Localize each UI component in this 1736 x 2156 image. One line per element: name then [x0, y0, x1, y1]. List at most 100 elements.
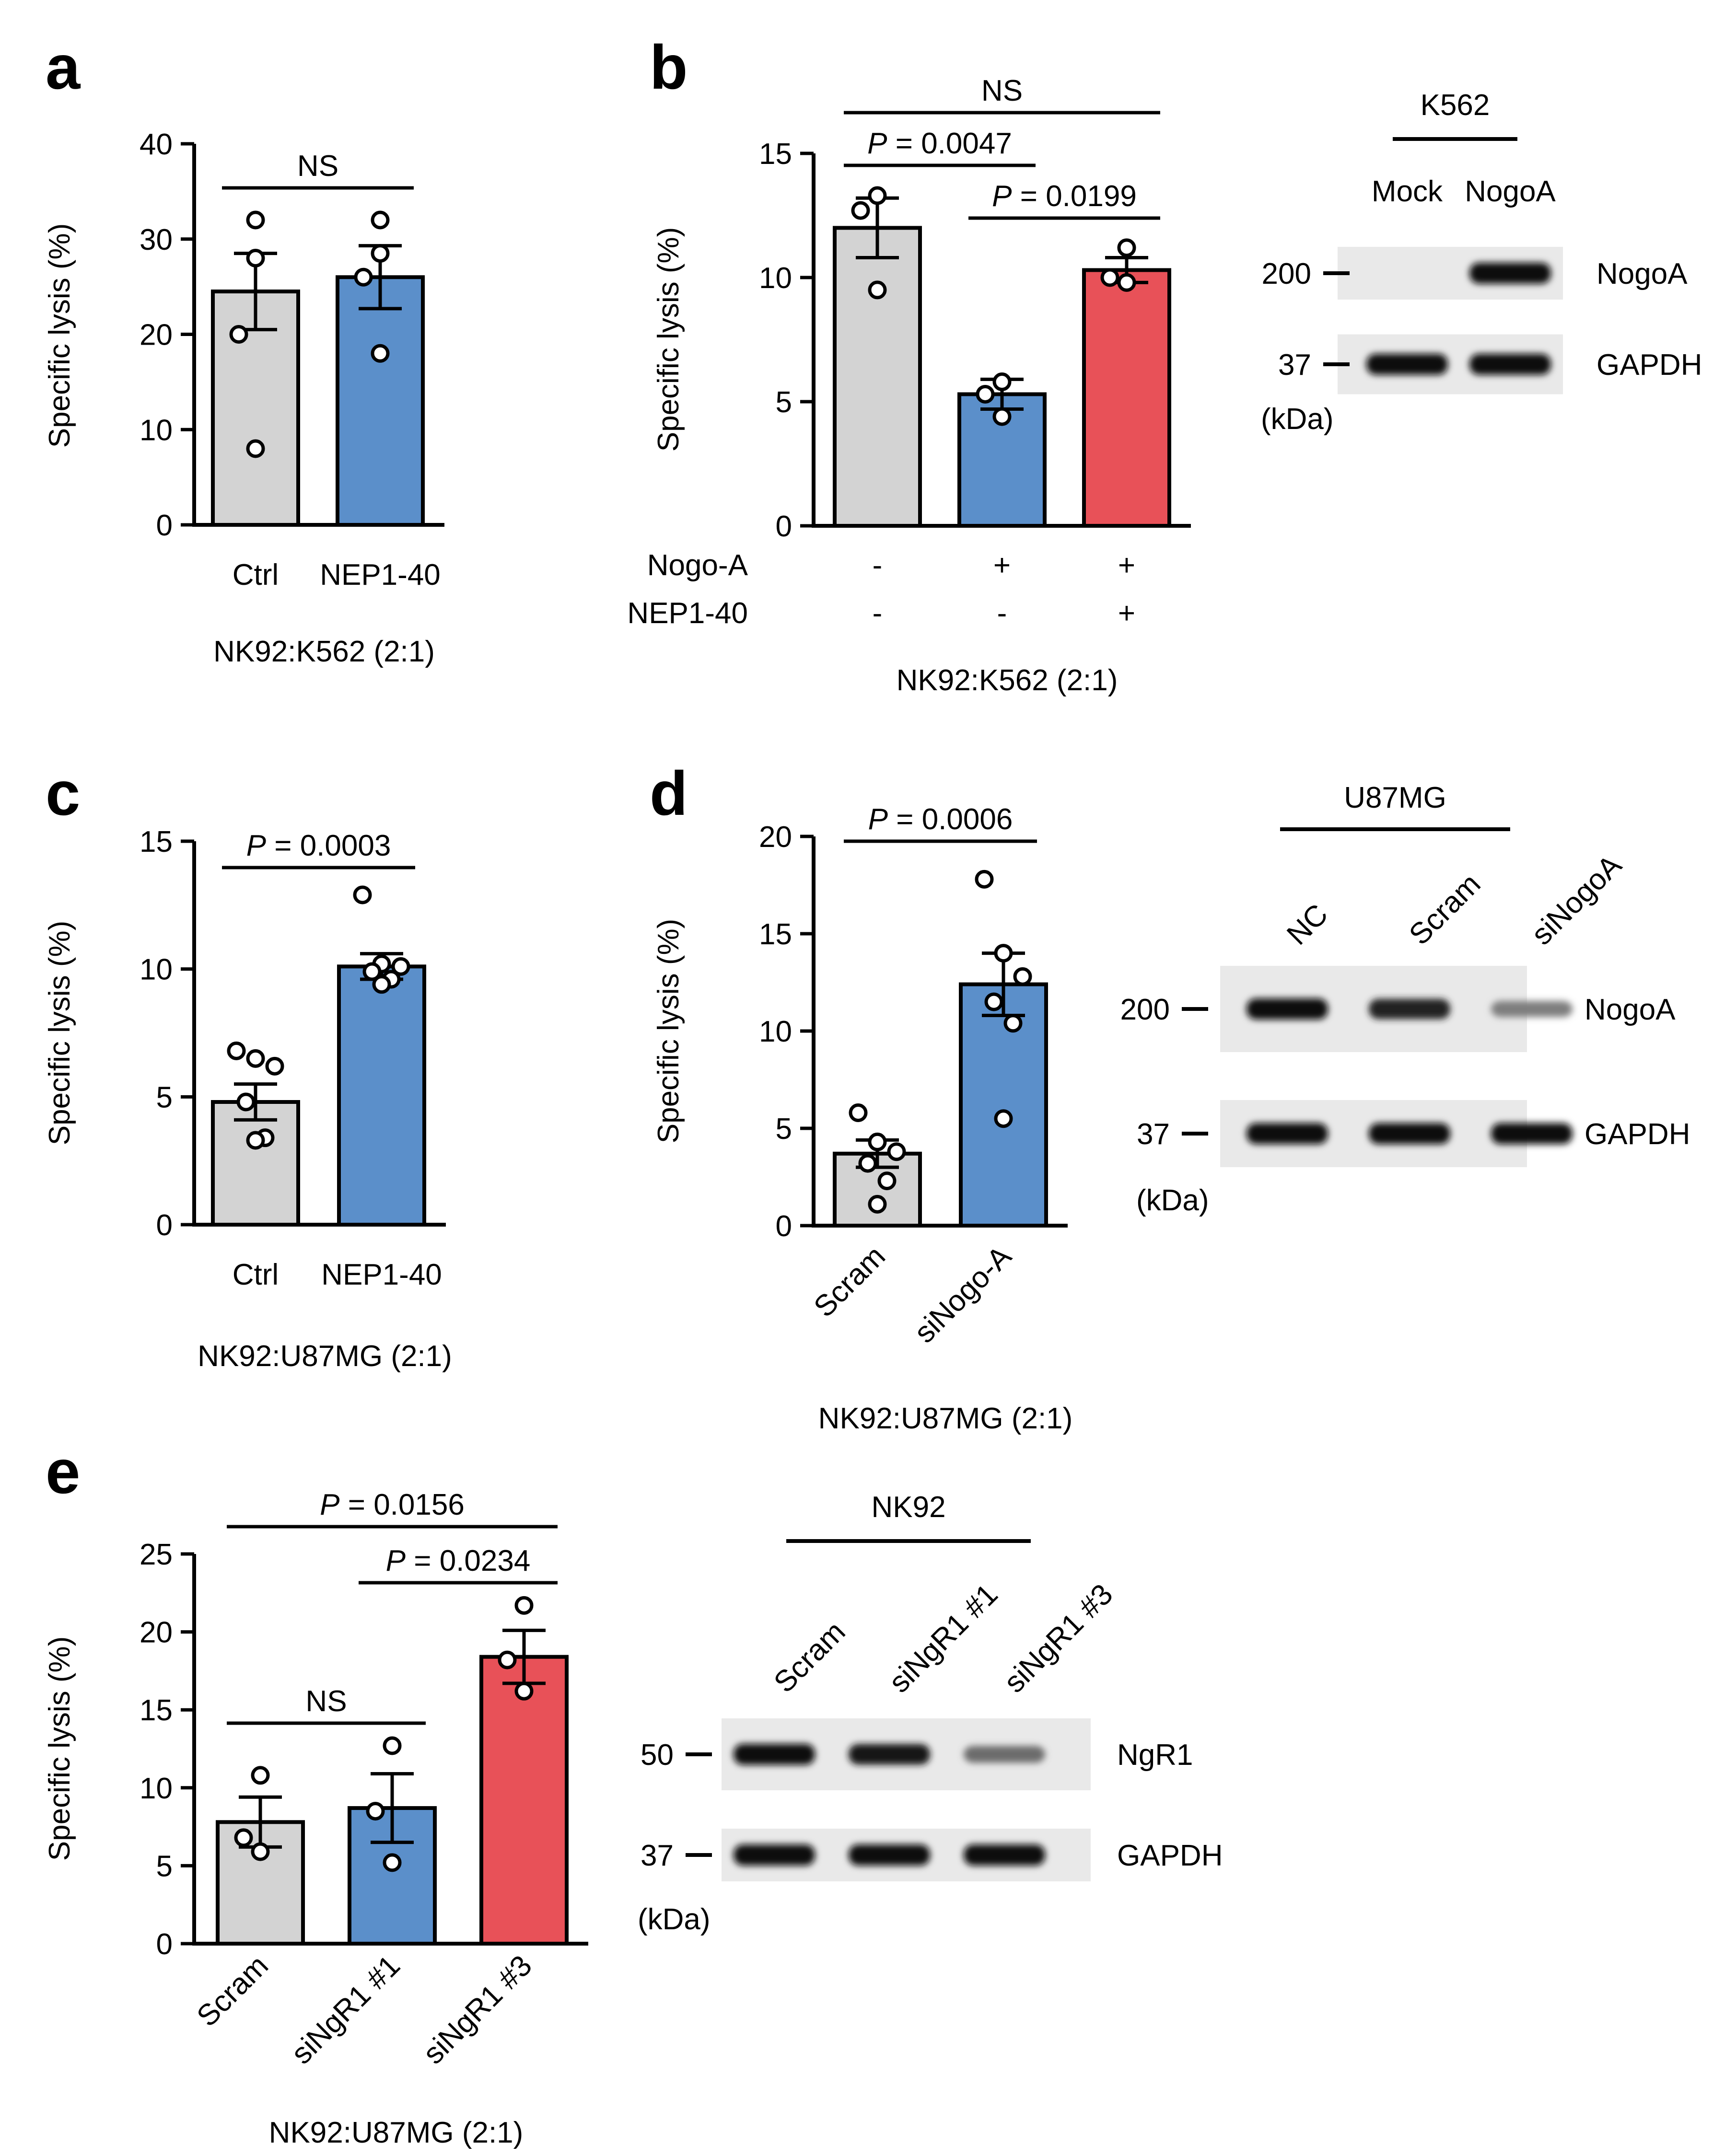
blot-band-d-1-2: [1491, 1123, 1573, 1144]
data-point-a-1-2: [371, 344, 390, 363]
data-point-c-0-3: [236, 1092, 256, 1112]
y-tick-label-a-2: 20: [140, 319, 173, 352]
data-point-d-1-1: [994, 944, 1013, 963]
y-tick-label-d-1: 5: [776, 1113, 792, 1146]
condition-sign-b-0-2: +: [1118, 549, 1135, 582]
blot-band-e-1-1: [849, 1844, 930, 1866]
x-axis-title-b: NK92:K562 (2:1): [897, 664, 1118, 697]
bar-e-1: [348, 1806, 437, 1946]
data-point-b-0-1: [851, 201, 870, 220]
blot-marker-d-1: 37: [1137, 1118, 1170, 1151]
x-tick-label-e-0: Scram: [190, 1949, 274, 2033]
y-tick-label-d-0: 0: [776, 1210, 792, 1243]
x-tick-label-a-0: Ctrl: [233, 558, 279, 591]
blot-protein-label-b-1: GAPDH: [1596, 348, 1702, 382]
condition-sign-b-1-1: -: [997, 597, 1007, 630]
data-point-b-0-2: [868, 280, 887, 300]
comparison-label-b-0: NS: [981, 74, 1023, 107]
data-point-c-0-0: [227, 1041, 246, 1060]
x-tick-label-c-0: Ctrl: [233, 1258, 279, 1291]
data-point-a-1-0: [371, 210, 390, 230]
blot-band-e-0-1: [849, 1744, 930, 1765]
data-point-c-0-5: [246, 1131, 265, 1150]
y-axis-label-e: Specific lysis (%): [43, 1636, 76, 1861]
panel-label-d: d: [650, 758, 687, 828]
y-tick-label-a-3: 30: [140, 223, 173, 256]
comparison-label-c-0: P = 0.0003: [246, 829, 391, 862]
x-axis-title-d: NK92:U87MG (2:1): [818, 1402, 1073, 1435]
data-point-d-1-2: [1013, 967, 1032, 986]
y-tick-label-b-3: 15: [759, 138, 792, 171]
comparison-label-e-2: NS: [305, 1685, 347, 1718]
blot-band-d-0-2: [1491, 1001, 1573, 1017]
blot-lane-label-b-0: Mock: [1372, 175, 1443, 208]
blot-marker-e-0: 50: [641, 1739, 674, 1772]
x-axis-title-c: NK92:U87MG (2:1): [198, 1340, 452, 1373]
x-axis-title-a: NK92:K562 (2:1): [213, 635, 435, 668]
y-tick-label-e-2: 10: [140, 1772, 173, 1805]
comparison-label-b-2: P = 0.0199: [992, 180, 1137, 213]
y-tick-label-d-2: 10: [759, 1015, 792, 1048]
data-point-d-1-5: [994, 1109, 1013, 1128]
data-point-b-1-1: [976, 384, 995, 404]
blot-protein-label-d-1: GAPDH: [1585, 1118, 1690, 1151]
x-tick-label-d-0: Scram: [807, 1240, 891, 1323]
condition-sign-b-0-1: +: [993, 549, 1011, 582]
panel-label-c: c: [46, 758, 80, 828]
bar-b-0: [833, 226, 922, 528]
data-point-d-0-5: [868, 1194, 887, 1214]
y-tick-label-b-2: 10: [759, 262, 792, 295]
y-tick-label-e-5: 25: [140, 1538, 173, 1571]
blot-lane-label-e-1: siNgR1 #1: [883, 1577, 1004, 1699]
data-point-d-0-3: [858, 1154, 877, 1173]
blot-protein-label-e-0: NgR1: [1117, 1739, 1193, 1772]
y-tick-label-d-4: 20: [759, 821, 792, 854]
blot-lane-label-b-1: NogoA: [1465, 175, 1556, 208]
comparison-label-e-0: P = 0.0156: [320, 1488, 465, 1521]
bar-c-1: [337, 964, 426, 1227]
blot-band-b-0-1: [1469, 263, 1551, 284]
data-point-c-0-1: [246, 1049, 265, 1068]
data-point-d-0-4: [877, 1171, 897, 1191]
data-point-b-2-0: [1117, 238, 1136, 257]
y-tick-label-c-1: 5: [156, 1081, 173, 1114]
y-axis-label-a: Specific lysis (%): [43, 223, 76, 448]
y-tick-label-c-0: 0: [156, 1209, 173, 1242]
comparison-label-b-1: P = 0.0047: [867, 127, 1012, 160]
blot-lane-label-d-0: NC: [1281, 898, 1334, 951]
y-tick-label-d-3: 15: [759, 918, 792, 951]
y-tick-label-c-2: 10: [140, 953, 173, 986]
panel-label-b: b: [650, 32, 687, 102]
data-point-e-2-0: [514, 1596, 534, 1615]
data-point-e-1-0: [383, 1736, 402, 1755]
blot-protein-label-d-0: NogoA: [1585, 993, 1676, 1026]
blot-cell-line-d: U87MG: [1344, 781, 1446, 814]
blot-protein-label-e-1: GAPDH: [1117, 1839, 1223, 1872]
y-tick-label-b-1: 5: [776, 386, 792, 419]
data-point-d-0-2: [887, 1142, 906, 1161]
x-tick-label-a-1: NEP1-40: [320, 558, 441, 591]
data-point-a-1-3: [371, 244, 390, 263]
condition-label-b-1: NEP1-40: [627, 597, 748, 630]
blot-band-e-0-0: [734, 1744, 815, 1765]
data-point-d-1-4: [1003, 1014, 1023, 1033]
blot-band-e-0-2: [964, 1746, 1045, 1763]
condition-sign-b-1-2: +: [1118, 597, 1135, 630]
data-point-c-1-0: [353, 885, 372, 904]
condition-sign-b-0-0: -: [873, 549, 883, 582]
condition-sign-b-1-0: -: [873, 597, 883, 630]
blot-marker-b-0: 200: [1262, 257, 1311, 290]
bar-d-1: [959, 982, 1048, 1228]
data-point-d-1-3: [984, 992, 1003, 1011]
data-point-e-2-1: [498, 1650, 517, 1669]
bar-a-1: [336, 275, 425, 527]
bar-b-2: [1082, 268, 1171, 528]
y-tick-label-c-3: 15: [140, 825, 173, 858]
data-point-a-0-2: [246, 439, 265, 458]
blot-cell-line-e: NK92: [871, 1491, 945, 1524]
data-point-e-2-2: [514, 1681, 534, 1701]
data-point-b-1-2: [992, 407, 1012, 426]
blot-band-d-0-0: [1247, 998, 1328, 1020]
blot-band-d-1-1: [1369, 1123, 1450, 1144]
